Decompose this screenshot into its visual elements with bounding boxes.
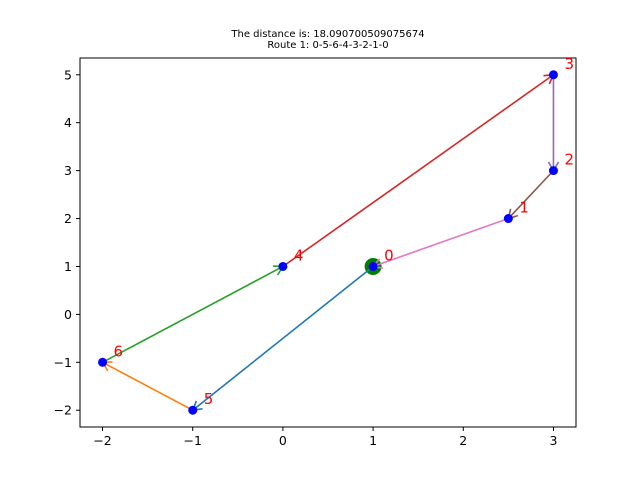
x-tick-label: 3 bbox=[549, 433, 557, 448]
node-label: 5 bbox=[204, 390, 214, 408]
x-tick-label: −2 bbox=[93, 433, 111, 448]
node-label: 1 bbox=[519, 199, 529, 217]
y-tick-label: 4 bbox=[64, 115, 72, 130]
node-label: 4 bbox=[294, 246, 304, 264]
node-label: 0 bbox=[384, 246, 394, 264]
y-tick-label: 2 bbox=[64, 211, 72, 226]
x-tick-label: 1 bbox=[369, 433, 377, 448]
y-tick-label: 1 bbox=[64, 259, 72, 274]
node-point bbox=[548, 70, 558, 80]
node-point bbox=[188, 405, 198, 415]
node-point bbox=[278, 261, 288, 271]
node-point bbox=[503, 214, 513, 224]
y-tick-label: −2 bbox=[54, 403, 72, 418]
x-tick-label: −1 bbox=[184, 433, 202, 448]
y-tick-label: 3 bbox=[64, 163, 72, 178]
node-point bbox=[368, 261, 378, 271]
route-segment bbox=[507, 170, 555, 220]
x-tick-label: 0 bbox=[279, 433, 287, 448]
y-tick-label: 5 bbox=[64, 67, 72, 82]
route-segment bbox=[102, 361, 194, 411]
route-segment bbox=[102, 265, 284, 364]
route-segment bbox=[192, 265, 374, 411]
route-segment bbox=[282, 74, 554, 268]
y-tick-label: 0 bbox=[64, 307, 72, 322]
node-point bbox=[98, 357, 108, 367]
plot-area: −2 −1 0 1 2 3 −2 −1 0 1 2 3 4 5 0 1 2 3 4 5 6 bbox=[54, 55, 577, 448]
node-label: 3 bbox=[564, 55, 574, 73]
route-segment bbox=[372, 217, 509, 268]
axes-frame bbox=[79, 57, 577, 428]
node-label: 6 bbox=[114, 342, 124, 360]
chart-subtitle: Route 1: 0-5-6-4-3-2-1-0 bbox=[267, 40, 388, 51]
chart-title: The distance is: 18.090700509075674 bbox=[230, 29, 424, 40]
node-point bbox=[548, 166, 558, 176]
node-label: 2 bbox=[564, 151, 574, 169]
y-tick-label: −1 bbox=[54, 355, 72, 370]
x-tick-label: 2 bbox=[459, 433, 467, 448]
